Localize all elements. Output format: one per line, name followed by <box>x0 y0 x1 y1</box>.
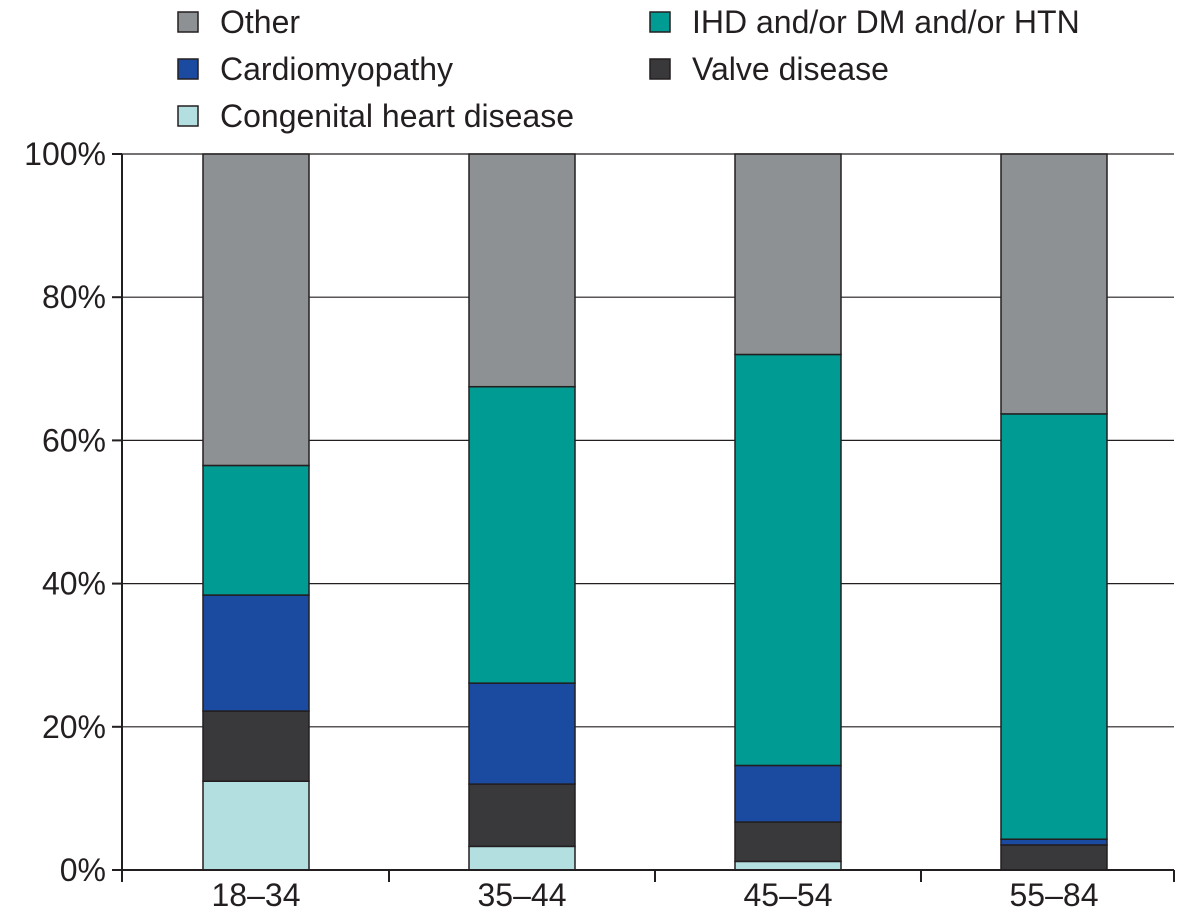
bar-segment-valve-disease <box>468 783 576 848</box>
bar-segment-congenital-heart-disease <box>734 860 842 871</box>
legend: Other IHD and/or DM and/or HTN Cardiomyopa… <box>177 4 1080 134</box>
bar-segment-cardiomyopathy <box>468 682 576 785</box>
bar-segment-other <box>1000 153 1108 415</box>
bar-segment-valve-disease <box>1000 844 1108 871</box>
x-tick-label: 45–54 <box>744 877 833 913</box>
bar-segment-valve-disease <box>202 710 310 782</box>
y-tick-label: 100% <box>24 136 106 172</box>
bar-segment-cardiomyopathy <box>202 594 310 712</box>
legend-label: Congenital heart disease <box>220 98 574 134</box>
bar-segment-congenital-heart-disease <box>468 845 576 871</box>
x-tick-label: 55–84 <box>1010 877 1099 913</box>
bar-segment-congenital-heart-disease <box>202 780 310 871</box>
bar-stack-35–44 <box>468 153 576 871</box>
bar-stack-55–84 <box>1000 153 1108 871</box>
legend-swatch <box>649 11 671 33</box>
bar-segment-cardiomyopathy <box>1000 838 1108 846</box>
legend-swatch <box>177 11 199 33</box>
bar-stack-18–34 <box>202 153 310 871</box>
bar-segment-ihd-and-or-dm-and-or-htn <box>468 385 576 684</box>
legend-swatch <box>177 105 199 127</box>
bar-segment-cardiomyopathy <box>734 764 842 823</box>
legend-swatch <box>177 58 199 80</box>
y-tick-label: 40% <box>42 566 106 602</box>
legend-label: Other <box>220 4 300 40</box>
bar-segment-ihd-and-or-dm-and-or-htn <box>202 464 310 596</box>
y-tick-label: 20% <box>42 709 106 745</box>
bars <box>202 153 1108 871</box>
bar-segment-other <box>468 153 576 388</box>
y-tick-label: 80% <box>42 279 106 315</box>
bar-segment-ihd-and-or-dm-and-or-htn <box>1000 413 1108 840</box>
legend-label: Valve disease <box>692 51 889 87</box>
legend-item-cardiomyopathy: Cardiomyopathy <box>177 51 453 87</box>
axes: 0% 20% 40% 60% 80% 100% 18–34 35–44 45–54 55–84 <box>24 136 1175 913</box>
x-tick-label: 18–34 <box>212 877 301 913</box>
legend-item-other: Other <box>177 4 300 40</box>
bar-segment-other <box>202 153 310 467</box>
bar-segment-other <box>734 153 842 356</box>
legend-item-congenital-heart-disease: Congenital heart disease <box>177 98 574 134</box>
legend-item-ihd-and-or-dm-and-or-htn: IHD and/or DM and/or HTN <box>649 4 1080 40</box>
y-tick-label: 0% <box>60 852 106 888</box>
legend-label: IHD and/or DM and/or HTN <box>692 4 1080 40</box>
legend-label: Cardiomyopathy <box>220 51 453 87</box>
bar-stack-45–54 <box>734 153 842 871</box>
legend-swatch <box>649 58 671 80</box>
bar-segment-valve-disease <box>734 821 842 863</box>
bar-segment-ihd-and-or-dm-and-or-htn <box>734 353 842 767</box>
y-tick-label: 60% <box>42 422 106 458</box>
x-tick-label: 35–44 <box>478 877 567 913</box>
legend-item-valve-disease: Valve disease <box>649 51 889 87</box>
